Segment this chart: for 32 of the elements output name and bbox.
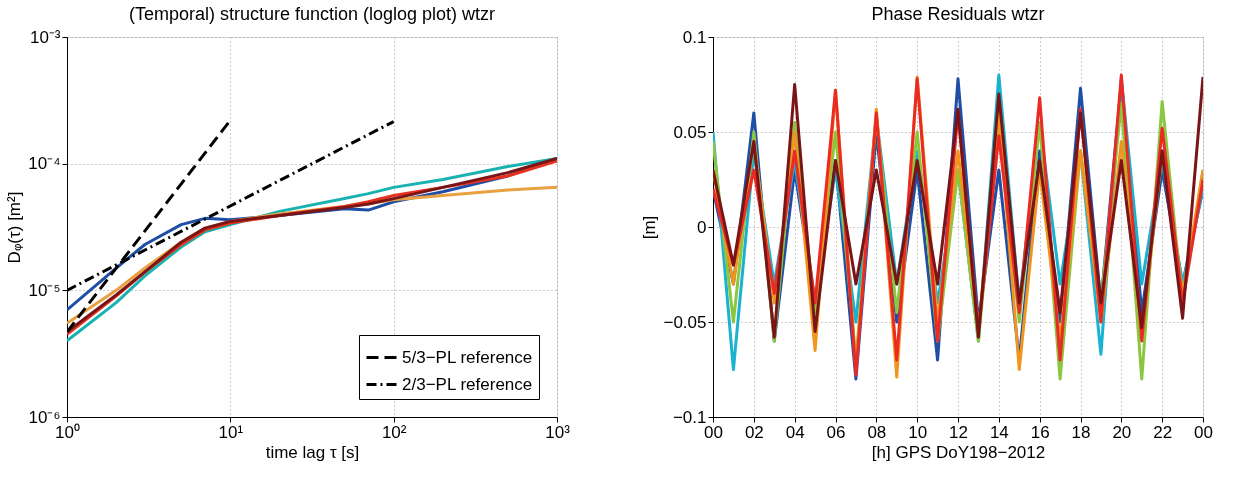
x-tick-label: 14 [989,422,1009,442]
x-tick-label: 10² [381,422,407,442]
y-tick-label: 0.1 [682,27,707,47]
chart-title: (Temporal) structure function (loglog plot) wtzr [128,4,496,24]
x-tick-label: 10 [908,422,928,442]
x-tick-label: 12 [949,422,968,442]
x-tick-label: 02 [744,422,764,442]
y-tick-label: 0.05 [673,122,707,142]
chart-title: Phase Residuals wtzr [871,4,1045,24]
x-tick-label: 10¹ [218,422,244,442]
x-axis-title: [h] GPS DoY198−2012 [871,442,1046,462]
y-tick-label: −0.05 [663,312,707,332]
y-tick-label: 10⁻³ [29,27,61,47]
x-tick-label: 00 [1194,422,1213,442]
x-tick-label: 18 [1071,422,1091,442]
x-tick-label: 08 [867,422,887,442]
y-axis-title: [m] [640,215,660,240]
x-tick-label: 06 [826,422,846,442]
y-tick-label: −0.1 [672,407,707,427]
y-tick-label: 0 [697,217,707,237]
x-tick-label: 16 [1030,422,1050,442]
x-axis-title: time lag τ [s] [265,442,360,462]
y-tick-label: 10⁻⁵ [28,280,61,300]
y-tick-label: 10⁻⁴ [28,154,61,174]
y-axis-title: Dᵩ(τ) [m²] [5,191,25,264]
x-tick-label: 10³ [545,422,571,442]
x-tick-label: 04 [785,422,805,442]
x-tick-label: 00 [704,422,723,442]
x-tick-label: 22 [1153,422,1173,442]
legend-label: 5/3−PL reference [402,347,533,367]
legend-label: 2/3−PL reference [402,374,533,394]
x-tick-label: 20 [1112,422,1132,442]
